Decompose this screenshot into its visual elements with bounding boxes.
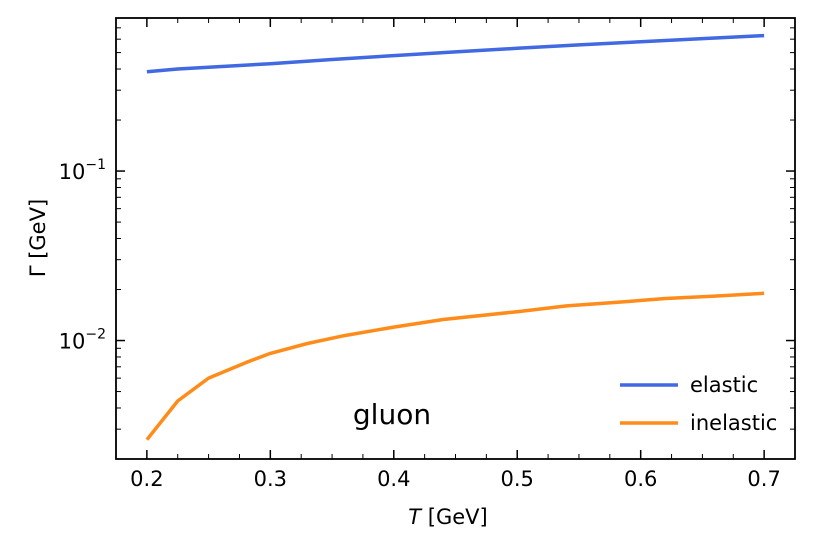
x-tick-label: 0.5	[501, 467, 534, 491]
legend-label-inelastic: inelastic	[690, 411, 777, 435]
ticks	[116, 17, 795, 460]
x-tick-label: 0.4	[377, 467, 410, 491]
y-axis-label: Γ [GeV]	[26, 199, 50, 277]
series-line-elastic	[146, 33, 765, 74]
gluon-annotation: gluon	[353, 398, 431, 431]
series-lines	[145, 33, 765, 441]
y-tick-label: 10−1	[59, 157, 106, 184]
y-tick-label: 10−2	[59, 327, 106, 354]
legend-label-elastic: elastic	[690, 373, 758, 397]
x-tick-label: 0.3	[254, 467, 287, 491]
legend: elastic inelastic	[620, 373, 777, 435]
x-axis-label: T [GeV]	[408, 505, 487, 529]
x-tick-label: 0.6	[624, 467, 657, 491]
x-tick-label: 0.7	[747, 467, 780, 491]
tick-labels: 0.2 0.3 0.4 0.5 0.6 0.7 10−1 10−2	[59, 157, 781, 491]
x-tick-label: 0.2	[130, 467, 163, 491]
series-line-inelastic	[145, 291, 765, 441]
